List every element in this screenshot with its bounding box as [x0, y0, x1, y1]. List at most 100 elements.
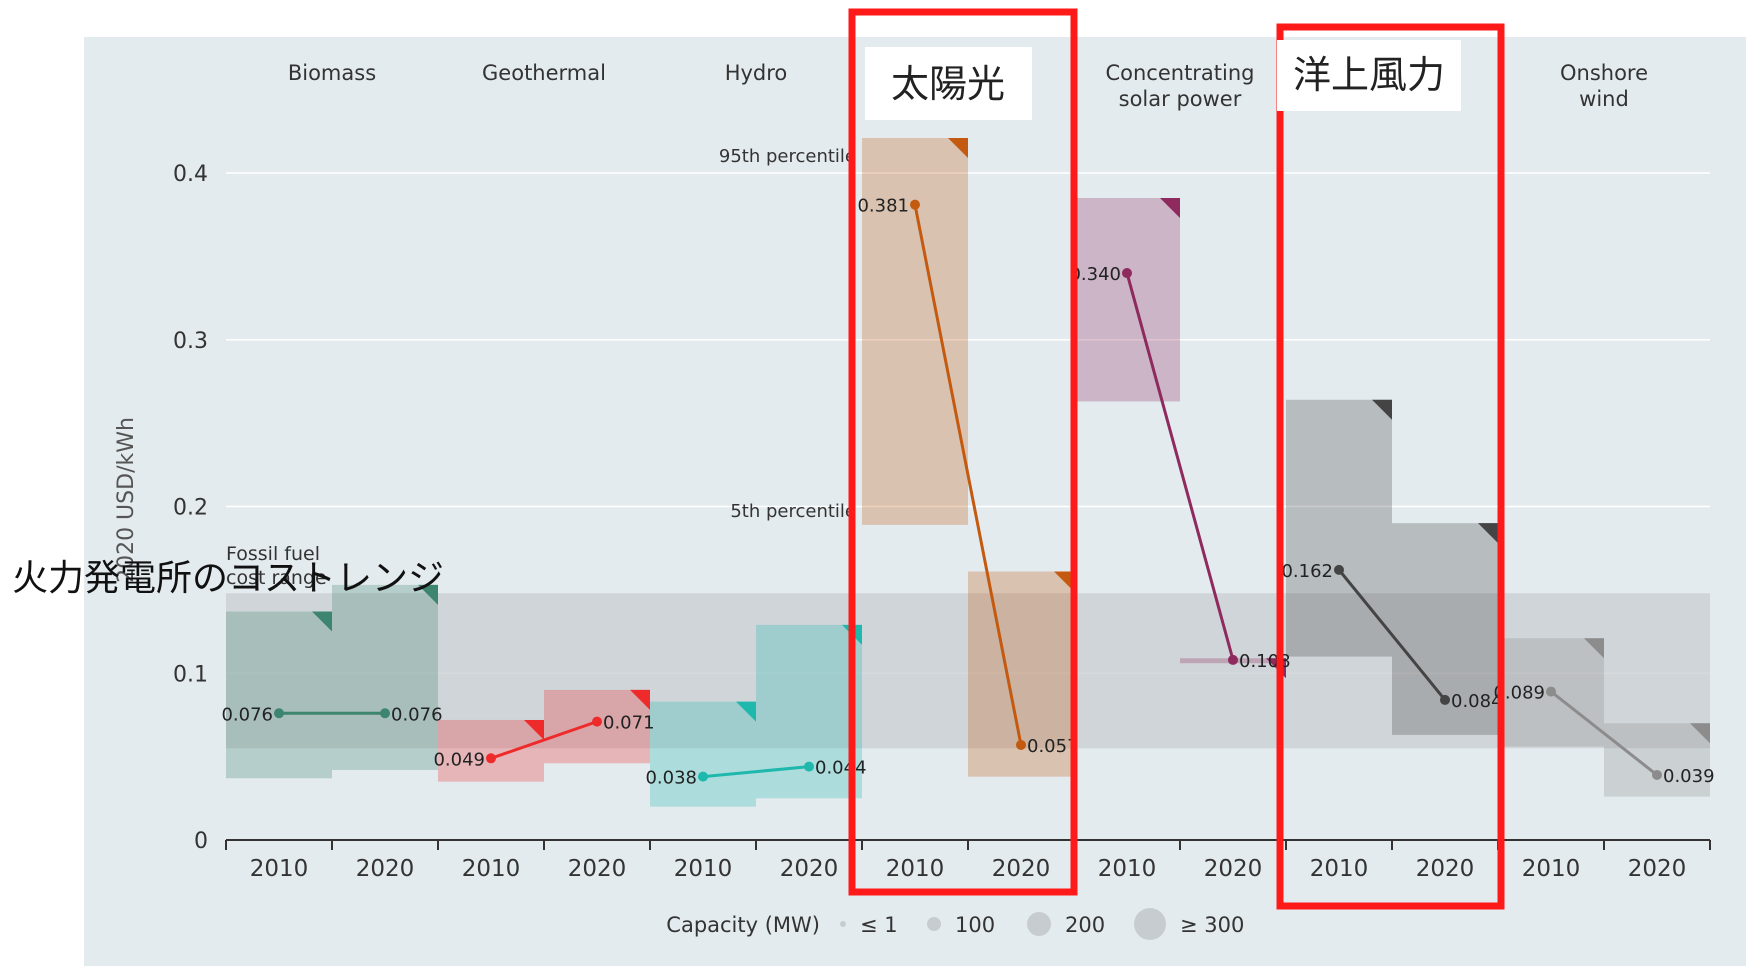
series-line	[1337, 568, 1447, 701]
data-label: 0.381	[857, 196, 909, 217]
category-label: Concentrating	[1105, 61, 1254, 85]
x-tick-label: 2010	[250, 856, 309, 882]
p95-annotation: 95th percentile	[719, 146, 856, 167]
legend-label: 200	[1065, 913, 1105, 937]
y-tick-label: 0.1	[173, 662, 208, 687]
y-tick-label: 0.2	[173, 496, 208, 521]
percentile-box	[1074, 198, 1180, 402]
data-point	[804, 761, 814, 772]
series-line	[1125, 272, 1235, 661]
percentile-box	[1286, 399, 1392, 657]
x-tick-label: 2020	[356, 856, 415, 882]
data-label: 0.089	[1493, 683, 1545, 704]
series-line	[913, 204, 1023, 746]
legend-label: ≥ 300	[1180, 913, 1244, 937]
percentile-box	[438, 719, 544, 782]
fossil-annotation: Fossil fuel	[226, 543, 320, 565]
legend-swatch	[1027, 912, 1051, 936]
data-label: 0.076	[221, 704, 273, 725]
legend: Capacity (MW) ≤ 1 100 200 ≥ 300	[666, 908, 1244, 940]
fossil-annotation: cost range	[226, 567, 327, 589]
percentile-box	[650, 701, 756, 807]
percentile-box	[332, 584, 438, 770]
data-point	[1546, 686, 1556, 697]
legend-label: ≤ 1	[860, 913, 898, 937]
data-point	[274, 708, 284, 719]
series-line	[490, 720, 598, 760]
data-label: 0.049	[433, 749, 485, 770]
data-label: 0.162	[1281, 561, 1333, 582]
data-label: 0.039	[1663, 766, 1715, 787]
fossil-range-rect	[226, 593, 1710, 749]
legend-swatch	[840, 921, 846, 927]
data-point	[1652, 769, 1662, 780]
percentile-box	[544, 689, 650, 764]
data-point	[1440, 694, 1450, 705]
data-point	[1228, 654, 1238, 665]
data-label: 0.057	[1027, 736, 1079, 757]
data-point	[1016, 739, 1026, 750]
data-label: 0.076	[391, 704, 443, 725]
legend-swatch	[1134, 908, 1166, 940]
category-label: wind	[1579, 87, 1629, 111]
offshore-highlight-box	[1276, 23, 1505, 910]
category-labels: Biomass Geothermal Hydro Concentratingsolar…	[288, 61, 1648, 111]
category-label: Biomass	[288, 61, 376, 85]
legend-label: 100	[955, 913, 995, 937]
category-label: Geothermal	[482, 61, 606, 85]
x-tick-label: 2010	[886, 856, 945, 882]
fossil-range-band	[226, 593, 1710, 749]
y-tick-label: 0	[194, 829, 208, 854]
corner-marker	[1372, 399, 1392, 420]
x-tick-label: 2010	[462, 856, 521, 882]
data-label: 0.340	[1069, 264, 1121, 285]
corner-marker	[736, 701, 756, 722]
solar-label-box	[865, 47, 1032, 120]
corner-marker	[1160, 198, 1180, 219]
data-point	[486, 753, 496, 764]
series-line	[702, 765, 810, 779]
series-line	[1550, 690, 1658, 777]
category-label: Onshore	[1560, 61, 1648, 85]
corner-marker	[418, 584, 438, 605]
data-label: 0.071	[603, 713, 655, 734]
data-point	[380, 708, 390, 719]
data-point	[910, 199, 920, 210]
offshore-label: 洋上風力	[1293, 53, 1445, 97]
chart-panel-background	[84, 37, 1746, 966]
x-tick-label: 2010	[1310, 856, 1369, 882]
data-label: 0.038	[645, 768, 697, 789]
data-label: 0.044	[815, 758, 867, 779]
corner-marker	[312, 611, 332, 632]
p5-annotation: 5th percentile	[730, 501, 856, 522]
data-label: 0.084	[1451, 691, 1503, 712]
axes: 0 0.1 0.2 0.3 0.4 2020 USD/kWh 2010 2020 2010 202…	[114, 162, 1711, 882]
corner-marker	[1478, 523, 1498, 544]
x-tick-label: 2020	[1628, 856, 1687, 882]
x-tick-label: 2020	[780, 856, 839, 882]
corner-marker	[948, 137, 968, 158]
corner-marker	[524, 719, 544, 740]
x-tick-label: 2010	[1098, 856, 1157, 882]
corner-marker	[1584, 638, 1604, 659]
fossil-jp-label: 火力発電所のコストレンジ	[12, 558, 444, 599]
series-lines: 0.076 0.076 0.049 0.071 0.038 0.044 0.381 0.057…	[221, 196, 1714, 789]
x-tick-label: 2010	[674, 856, 733, 882]
solar-label: 太陽光	[891, 62, 1005, 106]
data-point	[698, 771, 708, 782]
offshore-label-box	[1277, 40, 1461, 111]
x-tick-label: 2020	[1416, 856, 1475, 882]
category-label: solar power	[1119, 87, 1242, 111]
data-point	[1122, 268, 1132, 279]
percentile-box	[226, 611, 332, 779]
x-tick-label: 2020	[1204, 856, 1263, 882]
corner-marker	[630, 689, 650, 710]
data-point	[592, 716, 602, 727]
y-tick-label: 0.3	[173, 329, 208, 354]
x-tick-label: 2020	[568, 856, 627, 882]
data-point	[1334, 564, 1344, 575]
annotations: 95th percentile 5th percentile Fossil fuel…	[226, 146, 856, 589]
x-tick-label: 2020	[992, 856, 1051, 882]
